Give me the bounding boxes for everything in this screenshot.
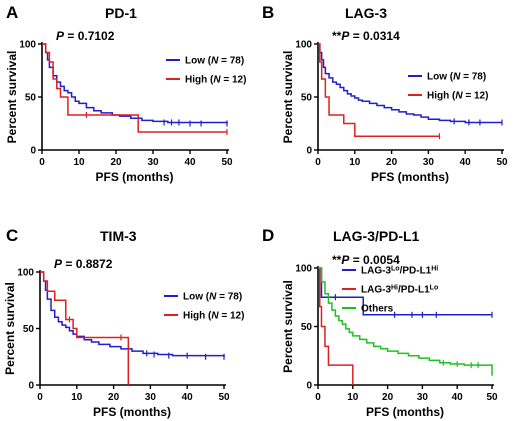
chart-title-a: PD-1 bbox=[105, 5, 137, 21]
x-tick-label-a: 40 bbox=[184, 157, 196, 168]
y-tick-label-d: 0 bbox=[306, 381, 312, 392]
x-tick-label-a: 10 bbox=[73, 157, 85, 168]
x-tick-label-d: 30 bbox=[417, 392, 429, 403]
y-axis-label-b: Percent survival bbox=[281, 51, 295, 144]
chart-title-b: LAG-3 bbox=[345, 5, 387, 21]
y-axis-label-d: Percent survival bbox=[281, 280, 295, 373]
y-tick-label-a: 50 bbox=[25, 93, 37, 104]
x-axis-label-b: PFS (months) bbox=[371, 170, 449, 184]
chart-title-c: TIM-3 bbox=[100, 228, 137, 244]
series-line-d-1 bbox=[318, 267, 354, 385]
x-tick-label-b: 50 bbox=[496, 157, 508, 168]
panel-a: A PD-1 0 10 20 30 40 50 0 50 100 PFS (months) Perc… bbox=[5, 3, 246, 184]
x-tick-label-b: 20 bbox=[386, 157, 398, 168]
x-tick-label-a: 20 bbox=[110, 157, 122, 168]
y-axis-label-c: Percent survival bbox=[3, 282, 17, 375]
x-tick-label-d: 0 bbox=[315, 392, 321, 403]
legend-label-a-0: Low (N = 78) bbox=[185, 56, 244, 67]
legend-label-d-0: LAG-3Lo/PD-L1Hi bbox=[361, 265, 438, 277]
x-axis-label-d: PFS (months) bbox=[366, 405, 444, 419]
legend-label-d-1: LAG-3Hi/PD-L1Lo bbox=[361, 284, 438, 296]
y-tick-label-c: 100 bbox=[17, 268, 34, 279]
panel-c: C TIM-3 0 10 20 30 40 50 0 50 100 PFS (months) Per… bbox=[3, 226, 244, 419]
x-tick-label-c: 40 bbox=[182, 392, 194, 403]
x-tick-label-b: 40 bbox=[460, 157, 472, 168]
x-tick-label-d: 20 bbox=[382, 392, 394, 403]
y-tick-label-b: 100 bbox=[295, 40, 312, 51]
legend-label-a-1: High (N = 12) bbox=[185, 75, 246, 86]
x-tick-label-b: 0 bbox=[315, 157, 321, 168]
y-tick-label-a: 0 bbox=[30, 146, 36, 157]
x-tick-label-d: 10 bbox=[347, 392, 359, 403]
p-value-c: P = 0.8872 bbox=[54, 257, 113, 271]
y-axis-label-a: Percent survival bbox=[5, 51, 19, 144]
x-tick-label-d: 40 bbox=[452, 392, 464, 403]
y-tick-label-d: 50 bbox=[301, 322, 313, 333]
panel-letter-d: D bbox=[262, 226, 274, 245]
x-axis-label-c: PFS (months) bbox=[93, 405, 171, 419]
p-value-a: P = 0.7102 bbox=[56, 29, 115, 43]
x-tick-label-c: 20 bbox=[108, 392, 120, 403]
y-tick-label-a: 100 bbox=[19, 40, 36, 51]
y-tick-label-b: 0 bbox=[306, 146, 312, 157]
x-tick-label-c: 30 bbox=[145, 392, 157, 403]
series-line-a-1 bbox=[42, 43, 227, 133]
legend-label-b-1: High (N = 12) bbox=[427, 91, 488, 102]
panel-letter-c: C bbox=[6, 226, 18, 245]
y-tick-label-c: 50 bbox=[23, 324, 35, 335]
x-tick-label-a: 50 bbox=[221, 157, 233, 168]
y-tick-label-c: 0 bbox=[28, 381, 34, 392]
legend-label-d-2: Others bbox=[361, 304, 394, 315]
panel-letter-a: A bbox=[6, 3, 18, 22]
x-tick-label-b: 30 bbox=[423, 157, 435, 168]
panel-b: B LAG-3 0 10 20 30 40 50 0 50 100 PFS (months) Per… bbox=[262, 3, 508, 184]
x-tick-label-b: 10 bbox=[349, 157, 361, 168]
x-tick-label-c: 50 bbox=[218, 392, 230, 403]
panel-d: D LAG-3/PD-L1 0 10 20 30 40 50 0 50 100 PFS (mont… bbox=[262, 226, 498, 419]
legend-label-c-0: Low (N = 78) bbox=[183, 292, 242, 303]
x-tick-label-c: 0 bbox=[37, 392, 43, 403]
legend-label-c-1: High (N = 12) bbox=[183, 311, 244, 322]
series-line-c-1 bbox=[40, 271, 130, 385]
y-tick-label-d: 100 bbox=[295, 264, 312, 275]
x-tick-label-d: 50 bbox=[486, 392, 498, 403]
x-tick-label-a: 0 bbox=[39, 157, 45, 168]
series-line-d-2 bbox=[318, 267, 493, 376]
legend-label-b-0: Low (N = 78) bbox=[427, 72, 486, 83]
p-value-b: **P = 0.0314 bbox=[332, 29, 400, 43]
series-line-b-1 bbox=[318, 43, 440, 137]
y-tick-label-b: 50 bbox=[301, 93, 313, 104]
x-tick-label-a: 30 bbox=[147, 157, 159, 168]
x-tick-label-c: 10 bbox=[71, 392, 83, 403]
series-line-b-0 bbox=[318, 43, 502, 124]
p-value-d: **P = 0.0054 bbox=[332, 253, 400, 267]
x-axis-label-a: PFS (months) bbox=[96, 170, 174, 184]
chart-title-d: LAG-3/PD-L1 bbox=[333, 228, 420, 244]
panel-letter-b: B bbox=[262, 3, 274, 22]
